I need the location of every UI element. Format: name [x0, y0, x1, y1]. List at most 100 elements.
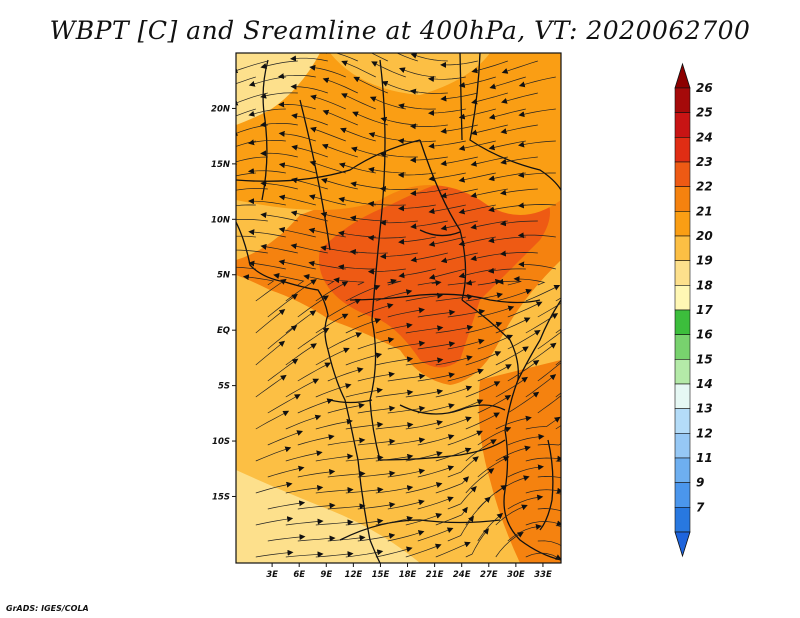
streamline-105 [236, 219, 268, 222]
streamline-288 [405, 482, 443, 494]
streamline-147 [242, 274, 275, 286]
border-line [469, 53, 561, 191]
streamline-63 [236, 156, 268, 165]
colorbar-label: 21 [696, 204, 713, 218]
streamline-321 [447, 515, 474, 542]
streamline-319 [387, 530, 425, 542]
colorbar-segment [674, 87, 691, 113]
colorbar-top-arrow [674, 62, 691, 89]
streamline-275 [327, 470, 366, 478]
colorbar-segment [674, 334, 691, 360]
streamline-187 [525, 313, 559, 334]
streamline-248 [465, 412, 500, 430]
lon-tick-label: 18E [399, 570, 417, 580]
colorbar-label: 12 [696, 426, 713, 440]
colorbar-label: 25 [696, 106, 713, 120]
streamline-27 [409, 88, 448, 95]
streamline-297 [357, 502, 396, 510]
streamline-220 [255, 374, 287, 398]
streamline-23 [290, 83, 328, 94]
streamline-246 [405, 420, 444, 430]
border-line [339, 519, 501, 541]
colorbar-segment [674, 211, 691, 237]
lon-tick-label: 30E [507, 570, 525, 580]
streamline-238 [477, 395, 512, 414]
colorbar-segment [674, 161, 691, 187]
colorbar: 26 25 24 23 22 21 20 19 18 17 16 15 14 13 12 11 9 7 [674, 62, 713, 558]
streamline-152 [417, 279, 442, 286]
streamline-100 [398, 204, 436, 212]
colorbar-label: 7 [696, 500, 705, 514]
streamline-116 [248, 229, 286, 238]
streamline-212 [327, 367, 364, 382]
streamline-56 [340, 127, 376, 142]
wbpt-region-cool-band-southwest [236, 470, 420, 563]
streamline-28 [440, 92, 478, 102]
streamline-102 [458, 204, 496, 215]
streamline-122 [428, 236, 466, 247]
streamline-146 [518, 261, 556, 270]
streamline-131 [380, 252, 418, 260]
streamline-180 [315, 313, 349, 334]
streamline-256 [387, 437, 426, 446]
streamline-141 [367, 268, 406, 275]
streamline-184 [435, 324, 474, 334]
streamline-276 [357, 470, 396, 478]
streamline-145 [487, 267, 526, 274]
streamline-175 [477, 305, 515, 318]
streamline-196 [477, 334, 514, 350]
streamline-191 [327, 332, 363, 350]
streamline-10 [236, 76, 256, 85]
lat-tick-label: 15S [212, 492, 230, 502]
streamline-58 [397, 138, 436, 145]
streamline-104 [517, 202, 556, 209]
streamline-292 [525, 487, 561, 494]
streamline-317 [327, 534, 366, 542]
streamline-3 [321, 53, 358, 62]
streamline-5 [396, 53, 418, 62]
streamline-267 [405, 451, 443, 462]
streamline-2 [290, 55, 328, 62]
streamline-325 [255, 549, 294, 558]
streamline-85 [260, 180, 298, 190]
streamline-259 [477, 426, 512, 446]
streamline-41 [518, 108, 556, 118]
streamline-266 [375, 453, 414, 462]
streamline-222 [315, 383, 352, 398]
streamline-273 [267, 465, 305, 478]
border-line [379, 439, 506, 461]
streamline-40 [488, 108, 526, 120]
wbpt-region-hot-core-central [319, 174, 550, 368]
streamline-138 [278, 259, 316, 270]
streamline-60 [458, 140, 496, 151]
streamline-29 [471, 92, 508, 105]
streamline-38 [428, 108, 466, 116]
lon-tick-label: 6E [293, 570, 305, 580]
streamline-66 [321, 143, 358, 158]
streamline-160 [345, 284, 381, 302]
streamline-328 [345, 549, 384, 558]
streamline-237 [447, 399, 484, 414]
border-line [236, 139, 421, 182]
streamline-205 [435, 355, 473, 366]
streamline-112 [440, 220, 478, 231]
streamline-310 [435, 506, 468, 526]
streamline-34 [310, 94, 346, 110]
streamline-206 [465, 351, 502, 366]
streamline-329 [375, 546, 413, 558]
border-line [419, 139, 467, 301]
streamline-207 [495, 346, 529, 366]
streamline-166 [525, 285, 561, 302]
streamline-106 [260, 212, 298, 222]
streamline-185 [465, 321, 503, 334]
streamline-72 [500, 156, 538, 165]
colorbar-label: 17 [696, 303, 713, 317]
streamline-198 [537, 331, 561, 350]
colorbar-label: 15 [696, 352, 713, 366]
streamline-17 [427, 75, 466, 82]
streamline-245 [375, 422, 414, 430]
streamline-154 [477, 278, 502, 286]
colorbar-segment [674, 359, 691, 385]
streamline-65 [291, 144, 328, 158]
map-panel [236, 53, 561, 563]
